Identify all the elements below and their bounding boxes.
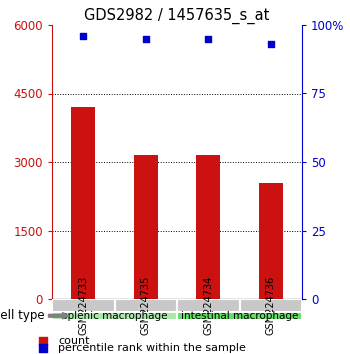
Point bbox=[143, 36, 148, 41]
Text: cell type: cell type bbox=[0, 309, 45, 322]
Bar bbox=[114, 299, 177, 312]
Bar bbox=[52, 312, 177, 320]
Text: count: count bbox=[58, 336, 90, 346]
Bar bbox=[71, 107, 95, 299]
Text: GSM224734: GSM224734 bbox=[203, 276, 213, 335]
Point bbox=[268, 41, 274, 47]
Text: splenic macrophage: splenic macrophage bbox=[62, 311, 167, 321]
Text: GSM224733: GSM224733 bbox=[78, 276, 88, 335]
Text: GSM224736: GSM224736 bbox=[266, 276, 276, 335]
Bar bbox=[239, 299, 302, 312]
Text: percentile rank within the sample: percentile rank within the sample bbox=[58, 343, 246, 353]
Point bbox=[205, 36, 211, 41]
Point bbox=[80, 33, 86, 39]
Bar bbox=[134, 155, 158, 299]
Title: GDS2982 / 1457635_s_at: GDS2982 / 1457635_s_at bbox=[84, 7, 270, 24]
Bar bbox=[177, 312, 302, 320]
Bar bbox=[177, 299, 239, 312]
Point bbox=[40, 338, 46, 344]
Point bbox=[40, 345, 46, 350]
Bar bbox=[196, 155, 220, 299]
Bar bbox=[259, 183, 283, 299]
Text: GSM224735: GSM224735 bbox=[141, 276, 151, 335]
Bar bbox=[52, 299, 114, 312]
Text: intestinal macrophage: intestinal macrophage bbox=[181, 311, 298, 321]
